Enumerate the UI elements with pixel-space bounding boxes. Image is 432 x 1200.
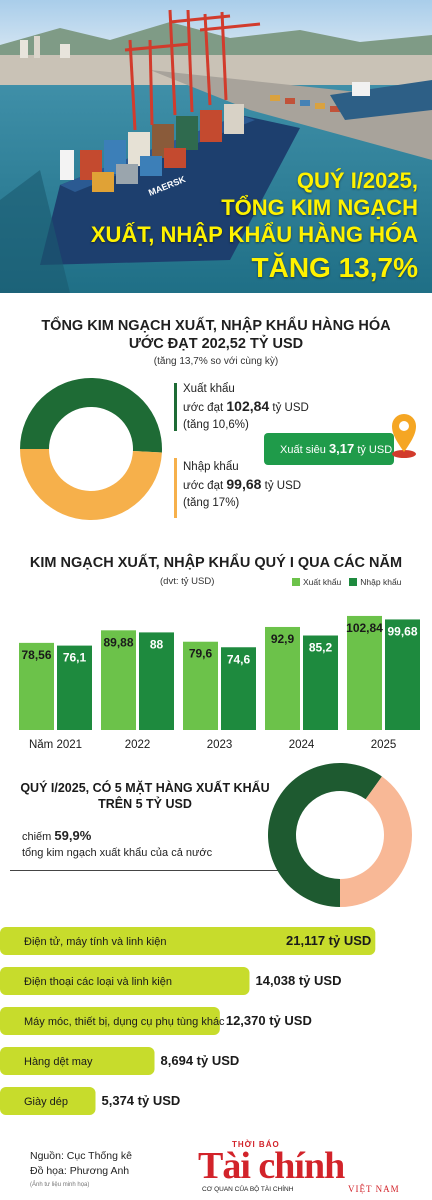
share-description: tổng kim ngạch xuất khẩu của cả nước (22, 847, 213, 859)
product-name-0: Điện tử, máy tính và linh kiện (24, 936, 166, 948)
x-tick-label-2: 2023 (207, 739, 233, 751)
divider-line (10, 870, 278, 871)
product-name-3: Hàng dệt may (24, 1056, 93, 1068)
top-export-products-chart: Điện tử, máy tính và linh kiện 21,117 tỷ … (0, 927, 376, 1115)
export-info: Xuất khẩu ước đạt 102,84 tỷ USD (tăng 10… (183, 381, 309, 434)
export-share-donut-chart (268, 763, 412, 907)
export-value: 102,84 (226, 398, 270, 414)
trade-donut-slice-0 (20, 377, 163, 453)
logo-country-text: VIỆT NAM (348, 1184, 400, 1194)
section1-title-line-1: TỔNG KIM NGẠCH XUẤT, NHẬP KHẨU HÀNG HÓA (41, 318, 391, 334)
trade-surplus-badge: Xuất siêu 3,17 tỷ USD (264, 433, 394, 465)
product-bar-0 (0, 927, 376, 955)
chart-unit-label: (dvt: tỷ USD) (160, 576, 215, 587)
trade-donut-slice-1 (20, 449, 162, 520)
share-value: 59,9% (54, 828, 92, 843)
legend-import-swatch (349, 578, 358, 586)
export-value-line: ước đạt 102,84 tỷ USD (183, 398, 309, 414)
product-name-1: Điện thoại các loại và linh kiện (24, 976, 172, 988)
x-tick-label-0: Năm 2021 (29, 739, 82, 751)
import-label: Nhập khẩu (183, 461, 239, 473)
export-growth: (tăng 10,6%) (183, 419, 249, 431)
bar-label-export-4: 102,84 (346, 621, 383, 635)
hero-banner: MAERSK QUÝ I/2025, TỔNG KIM NGẠCH XUẤT, … (0, 0, 432, 293)
chart-legend: Xuất khẩu Nhập khẩu (292, 577, 401, 587)
share-line: chiếm 59,9% (22, 828, 92, 843)
bar-export-4 (347, 615, 382, 730)
share-donut-slice-0 (268, 763, 382, 907)
bar-label-export-2: 79,6 (189, 647, 213, 661)
photo-note: (Ảnh tư liệu minh họa) (30, 1182, 90, 1188)
legend-export: Xuất khẩu (292, 577, 341, 587)
share-donut-slice-1 (340, 776, 412, 907)
bar-export-2 (183, 641, 218, 730)
port-illustration: MAERSK (0, 0, 432, 293)
bar-export-0 (19, 642, 54, 730)
legend-export-swatch (292, 578, 300, 586)
bar-label-import-0: 76,1 (63, 651, 87, 665)
surplus-value: 3,17 (328, 441, 355, 456)
section1-title-line-2: ƯỚC ĐẠT 202,52 TỶ USD (128, 336, 304, 352)
logo-sub-text: CƠ QUAN CỦA BỘ TÀI CHÍNH (202, 1186, 294, 1193)
section2-title: KIM NGẠCH XUẤT, NHẬP KHẨU QUÝ I QUA CÁC … (29, 555, 403, 571)
product-value-2: 12,370 tỷ USD (226, 1013, 312, 1028)
hero-title-line-3: XUẤT, NHẬP KHẨU HÀNG HÓA (90, 222, 418, 247)
bar-import-4 (385, 619, 420, 730)
product-value-3: 8,694 tỷ USD (161, 1053, 240, 1068)
bar-import-0 (57, 645, 92, 730)
bar-label-export-3: 92,9 (271, 632, 295, 646)
bar-import-1 (139, 632, 174, 730)
source-credit: Nguồn: Cục Thống kê (30, 1150, 132, 1162)
product-bar-1 (0, 967, 250, 995)
product-value-4: 5,374 tỷ USD (102, 1093, 181, 1108)
bar-label-import-4: 99,68 (387, 624, 417, 638)
product-value-1: 14,038 tỷ USD (255, 973, 341, 988)
product-value-0: 21,117 tỷ USD (286, 933, 371, 948)
product-name-2: Máy móc, thiết bị, dụng cụ phụ tùng khác (24, 1016, 225, 1028)
import-info: Nhập khẩu ước đạt 99,68 tỷ USD (tăng 17%… (183, 459, 301, 512)
legend-import: Nhập khẩu (349, 577, 401, 587)
hero-title-line-1: QUÝ I/2025, (296, 168, 418, 193)
hero-title-line-2: TỔNG KIM NGẠCH (221, 195, 418, 220)
logo-main-text: Tài chính (198, 1145, 345, 1187)
bar-label-export-0: 78,56 (21, 648, 51, 662)
thoi-bao-tai-chinh-logo[interactable]: THỜI BÁO Tài chính CƠ QUAN CỦA BỘ TÀI CH… (198, 1140, 424, 1196)
section1-subtitle: (tăng 13,7% so với cùng kỳ) (153, 356, 279, 367)
yearly-trade-bar-chart: 78,56 76,1 Năm 2021 89,88 88 2022 79,6 74,6 2023… (19, 615, 420, 751)
import-value-line: ước đạt 99,68 tỷ USD (183, 476, 302, 492)
bar-label-import-1: 88 (150, 637, 164, 651)
bar-label-import-2: 74,6 (227, 652, 251, 666)
section3-title-line-1: QUÝ I/2025, CÓ 5 MẶT HÀNG XUẤT KHẨU (20, 781, 270, 795)
bar-label-export-1: 89,88 (103, 635, 133, 649)
bar-import-3 (303, 635, 338, 730)
trade-donut-chart (20, 377, 163, 520)
logo-top-text: THỜI BÁO (232, 1140, 280, 1149)
hero-title-line-4: TĂNG 13,7% (251, 252, 419, 283)
x-tick-label-4: 2025 (371, 739, 397, 751)
bar-label-import-3: 85,2 (309, 641, 333, 655)
bar-import-2 (221, 647, 256, 730)
bar-export-3 (265, 626, 300, 730)
graphics-credit: Đồ họa: Phương Anh (30, 1165, 130, 1177)
product-bar-3 (0, 1047, 155, 1075)
import-bracket (174, 458, 177, 518)
product-bar-2 (0, 1007, 220, 1035)
product-bar-4 (0, 1087, 96, 1115)
x-tick-label-1: 2022 (125, 739, 151, 751)
bar-export-1 (101, 630, 136, 730)
import-value: 99,68 (226, 476, 262, 492)
section3-title-line-2: TRÊN 5 TỶ USD (98, 797, 192, 811)
import-growth: (tăng 17%) (183, 497, 240, 509)
product-name-4: Giày dép (24, 1096, 68, 1108)
export-bracket (174, 383, 177, 431)
location-pin-icon (392, 414, 416, 458)
export-label: Xuất khẩu (183, 383, 235, 395)
x-tick-label-3: 2024 (289, 739, 315, 751)
